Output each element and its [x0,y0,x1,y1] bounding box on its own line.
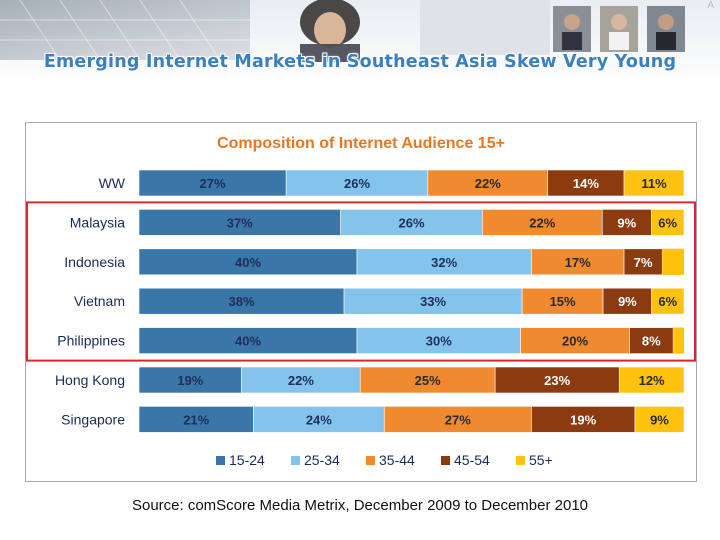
category-label-ww: WW [99,175,126,191]
data-label-singapore-45-54: 19% [570,412,596,427]
data-label-hong-kong-25-34: 22% [288,373,314,388]
bar-philippines-35-44 [520,327,630,354]
data-label-vietnam-45-54: 9% [618,294,637,309]
data-label-malaysia-15-24: 37% [227,215,253,230]
category-label-hong-kong: Hong Kong [55,372,125,388]
data-label-hong-kong-15-24: 19% [177,373,203,388]
bar-singapore-45-54 [531,406,636,433]
legend-swatch-35-44 [366,456,375,465]
header-banner [0,0,720,88]
data-label-hong-kong-35-44: 25% [415,373,441,388]
bar-malaysia-25-34 [340,209,483,236]
bar-remainder-philippines [673,327,684,354]
bar-indonesia-15-24 [138,248,358,276]
chart-frame: Composition of Internet Audience 15+ 27%… [25,122,697,482]
legend-swatch-25-34 [291,456,300,465]
data-label-philippines-35-44: 20% [562,334,588,349]
bar-malaysia-55 [650,209,685,236]
data-label-hong-kong-55: 12% [639,373,665,388]
header-photos-image [0,0,685,62]
data-label-malaysia-25-34: 26% [398,215,424,230]
data-label-philippines-25-34: 30% [426,334,452,349]
corner-mark: A [707,0,714,11]
bar-ww-15-24 [138,169,287,197]
bar-vietnam-55 [651,287,685,315]
bar-vietnam-45-54 [602,287,652,315]
bar-hong-kong-55 [618,366,685,394]
data-label-malaysia-35-44: 22% [529,215,555,230]
data-label-malaysia-55: 6% [658,215,677,230]
bar-singapore-55 [634,406,685,433]
bar-singapore-25-34 [253,406,385,433]
category-label-philippines: Philippines [57,333,125,349]
bar-vietnam-35-44 [521,287,604,315]
bar-malaysia-35-44 [482,209,603,236]
bar-vietnam-15-24 [138,287,345,315]
data-label-singapore-55: 9% [650,412,669,427]
data-label-singapore-25-34: 24% [306,412,332,427]
bar-philippines-25-34 [356,327,521,354]
data-label-singapore-35-44: 27% [445,412,471,427]
data-label-indonesia-25-34: 32% [431,255,457,270]
bar-indonesia-45-54 [623,248,663,276]
category-label-indonesia: Indonesia [64,254,125,270]
data-label-ww-15-24: 27% [200,176,226,191]
legend-label-15-24: 15-24 [229,452,265,468]
data-label-philippines-45-54: 8% [642,334,661,349]
category-label-singapore: Singapore [61,411,125,427]
bar-philippines-15-24 [138,327,358,354]
data-label-vietnam-35-44: 15% [550,294,576,309]
bar-hong-kong-35-44 [359,366,496,394]
data-label-ww-35-44: 22% [475,176,501,191]
legend-label-25-34: 25-34 [304,452,340,468]
category-label-vietnam: Vietnam [74,293,125,309]
bar-ww-55 [623,169,685,197]
legend-swatch-15-24 [216,456,225,465]
data-label-indonesia-35-44: 17% [565,255,591,270]
bar-philippines-45-54 [629,327,674,354]
bar-malaysia-45-54 [601,209,652,236]
data-label-indonesia-45-54: 7% [634,255,653,270]
data-label-ww-25-34: 26% [344,176,370,191]
data-label-ww-55: 11% [641,176,667,191]
bar-indonesia-25-34 [356,248,532,276]
data-label-indonesia-15-24: 40% [235,255,261,270]
bar-hong-kong-15-24 [138,366,242,394]
legend-label-35-44: 35-44 [379,452,415,468]
bar-ww-25-34 [285,169,429,197]
data-label-vietnam-15-24: 38% [229,294,255,309]
bar-indonesia-35-44 [531,248,625,276]
data-label-singapore-15-24: 21% [183,412,209,427]
bar-remainder-indonesia [662,248,684,275]
legend-swatch-55 [516,456,525,465]
data-label-ww-45-54: 14% [573,176,599,191]
bar-singapore-35-44 [383,406,532,433]
legend-label-55: 55+ [529,452,553,468]
highlight-box [26,201,696,362]
chart-title: Composition of Internet Audience 15+ [217,135,505,152]
data-label-malaysia-45-54: 9% [617,215,636,230]
data-label-vietnam-25-34: 33% [420,294,446,309]
data-label-vietnam-55: 6% [658,294,677,309]
slide-title: Emerging Internet Markets in Southeast A… [43,52,677,72]
bar-vietnam-25-34 [343,287,523,315]
source-note: Source: comScore Media Metrix, December … [131,497,589,514]
data-label-philippines-15-24: 40% [235,334,261,349]
bar-hong-kong-25-34 [241,366,361,394]
data-label-hong-kong-45-54: 23% [544,373,570,388]
bar-hong-kong-45-54 [494,366,620,394]
legend-label-45-54: 45-54 [454,452,490,468]
category-label-malaysia: Malaysia [70,214,125,230]
legend-swatch-45-54 [441,456,450,465]
bar-ww-35-44 [427,169,549,197]
stacked-bar-chart: Composition of Internet Audience 15+ 27%… [26,135,696,468]
